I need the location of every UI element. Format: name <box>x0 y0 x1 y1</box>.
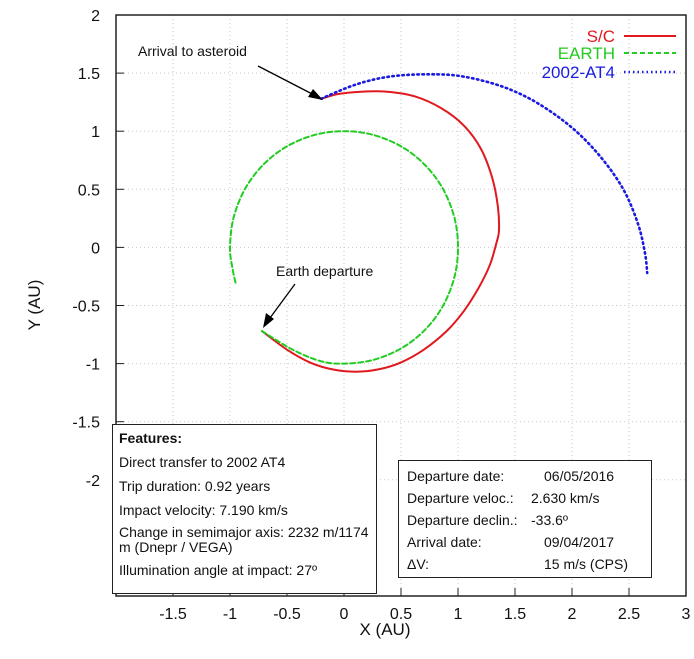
departure-row: ΔV: 15 m/s (CPS) <box>407 553 643 575</box>
feature-line: Trip duration: 0.92 years <box>119 478 271 494</box>
departure-row: Departure declin.: -33.6º <box>407 509 643 531</box>
departure-row-key: Departure veloc.: <box>407 490 514 506</box>
x-tick-label: 0 <box>340 606 349 623</box>
axis-ticks: -1.5 -1 -0.5 0 0.5 1 1.5 2 2.5 3 2 1.5 1 0.5 0 -0.5 -1 -1… <box>72 8 690 623</box>
y-tick-label: 1.5 <box>78 66 100 83</box>
y-tick-label: 2 <box>91 8 100 25</box>
departure-row: Arrival date: 09/04/2017 <box>407 531 643 553</box>
legend-label-earth: EARTH <box>558 44 615 63</box>
departure-row-key: Departure declin.: <box>407 512 518 528</box>
series-lines <box>228 72 649 373</box>
annotation-departure: Earth departure <box>276 263 373 279</box>
feature-line: Illumination angle at impact: 27º <box>119 562 318 578</box>
x-tick-label: 0.5 <box>390 606 412 623</box>
y-tick-label: -2 <box>86 473 100 490</box>
departure-row: Departure veloc.: 2.630 km/s <box>407 487 643 509</box>
departure-row-key: ΔV: <box>407 556 430 572</box>
x-tick-label: 1.5 <box>504 606 526 623</box>
y-tick-label: 0.5 <box>78 182 100 199</box>
series-sc-trajectory <box>260 90 501 373</box>
departure-row-value: 2.630 km/s <box>531 490 600 506</box>
feature-line: Direct transfer to 2002 AT4 <box>119 454 286 470</box>
annotation-arrival: Arrival to asteroid <box>138 43 247 59</box>
legend-label-sc: S/C <box>587 27 615 46</box>
departure-row: Departure date: 06/05/2016 <box>407 465 643 487</box>
x-tick-label: -1.5 <box>159 606 187 623</box>
feature-line: Impact velocity: 7.190 km/s <box>119 502 288 518</box>
x-tick-label: -0.5 <box>273 606 301 623</box>
x-axis-label: X (AU) <box>360 620 411 639</box>
series-asteroid-orbit <box>319 72 649 275</box>
arrival-arrow-head <box>308 89 323 100</box>
x-tick-label: 2 <box>568 606 577 623</box>
departure-row-value: 15 m/s (CPS) <box>544 556 629 572</box>
features-title: Features: <box>119 430 183 446</box>
departure-row-value: 06/05/2016 <box>544 468 615 484</box>
departure-row-value: 09/04/2017 <box>544 534 615 550</box>
x-tick-label: -1 <box>223 606 237 623</box>
departure-info-box: Departure date: 06/05/2016 Departure vel… <box>398 460 652 578</box>
x-tick-label: 1 <box>454 606 463 623</box>
features-box: Features: Direct transfer to 2002 AT4 Tr… <box>112 424 377 594</box>
x-tick-label: 3 <box>682 606 691 623</box>
departure-row-key: Arrival date: <box>407 534 482 550</box>
y-tick-label: -1.5 <box>72 415 100 432</box>
arrival-arrow-line <box>257 65 319 98</box>
y-axis-label: Y (AU) <box>25 280 44 331</box>
y-tick-label: -0.5 <box>72 299 100 316</box>
y-tick-label: 1 <box>91 124 100 141</box>
x-tick-label: 2.5 <box>618 606 640 623</box>
feature-line: Change in semimajor axis: 2232 m/1174 m … <box>119 524 369 555</box>
departure-arrow-head <box>263 313 274 328</box>
y-tick-label: -1 <box>86 357 100 374</box>
departure-row-key: Departure date: <box>407 468 505 484</box>
legend: S/C EARTH 2002-AT4 <box>542 27 676 82</box>
departure-arrow-line <box>266 283 296 323</box>
legend-label-asteroid: 2002-AT4 <box>542 63 615 82</box>
departure-row-value: -33.6º <box>531 512 569 528</box>
series-earth-orbit <box>228 130 460 365</box>
y-tick-label: 0 <box>91 240 100 257</box>
